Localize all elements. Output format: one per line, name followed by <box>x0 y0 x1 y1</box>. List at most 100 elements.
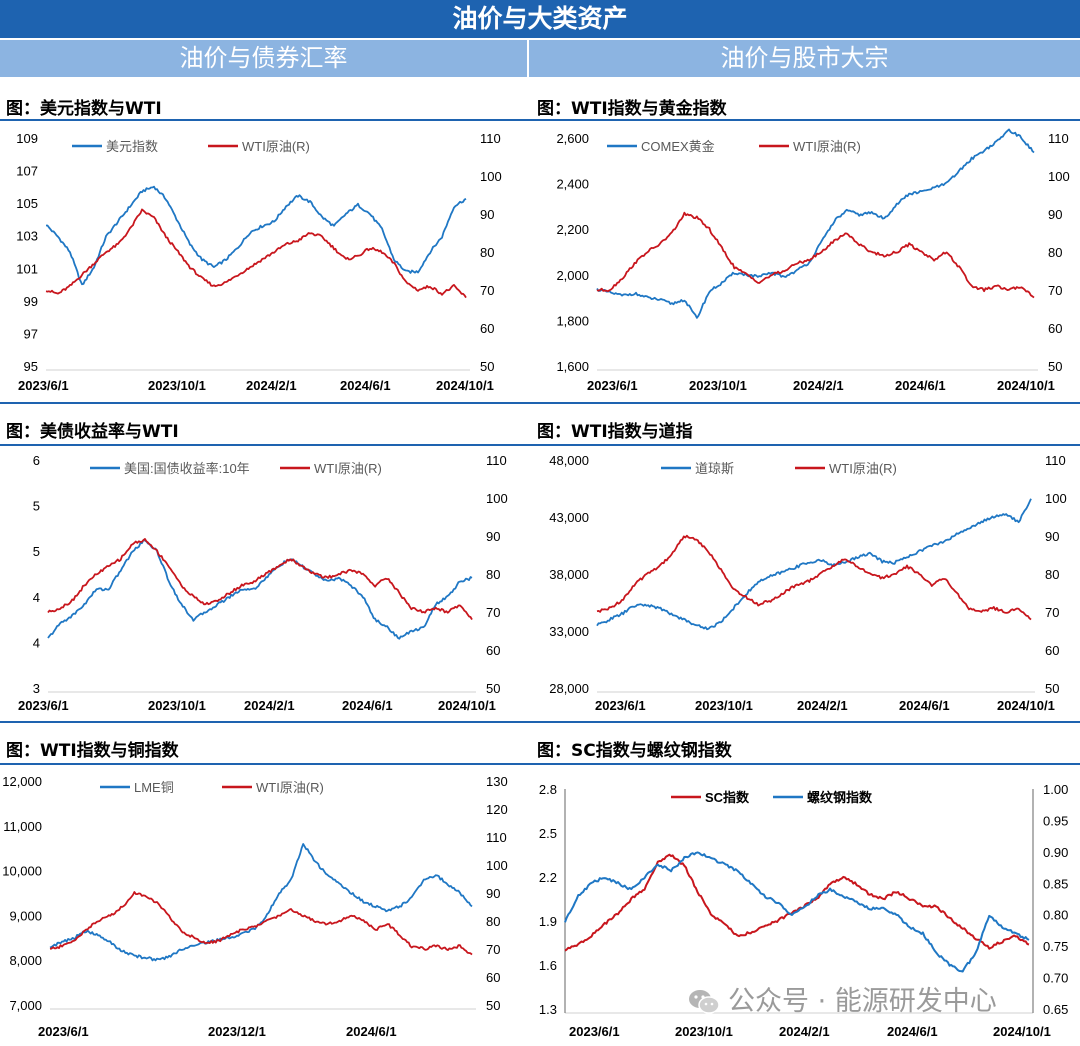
y-left-tick-label: 33,000 <box>549 624 589 639</box>
y-right-tick-label: 0.65 <box>1043 1002 1068 1017</box>
x-tick-label: 2023/6/1 <box>595 698 646 713</box>
y-left-tick-label: 1.6 <box>539 958 557 973</box>
series-line <box>47 538 473 621</box>
y-right-tick-label: 50 <box>486 998 500 1013</box>
y-right-tick-label: 0.85 <box>1043 876 1068 891</box>
chart-wti-copper: 12,000 11,000 10,000 9,000 8,000 7,000 130 120 1… <box>2 774 508 1039</box>
watermark-text: 公众号 · 能源研发中心 <box>728 986 997 1017</box>
y-right-tick-label: 90 <box>1048 207 1062 222</box>
row-separator <box>0 444 1080 446</box>
legend-label: COMEX黄金 <box>641 139 715 154</box>
x-tick-label: 2024/6/1 <box>342 698 393 713</box>
x-tick-label: 2024/6/1 <box>899 698 950 713</box>
y-left-tick-label: 1,800 <box>556 313 589 328</box>
y-left-tick-label: 5 <box>33 499 40 514</box>
y-left-tick-label: 48,000 <box>549 453 589 468</box>
y-left-tick-label: 2,000 <box>556 268 589 283</box>
x-tick-label: 2024/2/1 <box>779 1024 830 1039</box>
series-line <box>46 185 467 286</box>
legend-label: LME铜 <box>134 780 174 795</box>
page-title: 油价与大类资产 <box>0 0 1080 38</box>
y-left-tick-label: 4 <box>33 635 40 650</box>
y-right-tick-label: 0.70 <box>1043 971 1068 986</box>
y-left-tick-label: 2.8 <box>539 782 557 797</box>
y-left-tick-label: 4 <box>33 590 40 605</box>
y-right-tick-label: 100 <box>480 169 502 184</box>
y-right-tick-label: 90 <box>480 207 494 222</box>
y-right-tick-label: 110 <box>480 131 501 146</box>
x-tick-label: 2023/6/1 <box>18 378 69 393</box>
legend-label: 美元指数 <box>106 139 158 154</box>
y-right-tick-label: 100 <box>1045 491 1067 506</box>
legend-label: 螺纹钢指数 <box>807 790 873 805</box>
x-tick-label: 2024/10/1 <box>436 378 494 393</box>
y-right-tick-label: 60 <box>480 321 494 336</box>
chart-wti-gold: 2,600 2,400 2,200 2,000 1,800 1,600 110 100 90 80… <box>556 128 1070 393</box>
chart-sc-rebar: 2.8 2.5 2.2 1.9 1.6 1.3 1.00 0.95 0.90 0.85 0.80 0.… <box>539 782 1068 1039</box>
x-tick-label: 2023/6/1 <box>38 1024 89 1039</box>
x-tick-label: 2024/10/1 <box>438 698 496 713</box>
x-tick-label: 2023/10/1 <box>148 378 206 393</box>
y-left-tick-label: 1,600 <box>556 359 589 374</box>
x-tick-label: 2023/6/1 <box>18 698 69 713</box>
legend-label: WTI原油(R) <box>256 780 324 795</box>
y-left-tick-label: 109 <box>16 131 38 146</box>
y-right-tick-label: 50 <box>480 359 494 374</box>
x-tick-label: 2024/10/1 <box>993 1024 1051 1039</box>
x-tick-label: 2024/2/1 <box>246 378 297 393</box>
series-line <box>596 128 1035 319</box>
panel-title-wti-dow: 图：WTI指数与道指 <box>537 422 693 442</box>
y-right-tick-label: 60 <box>486 970 500 985</box>
y-right-tick-label: 0.90 <box>1043 845 1068 860</box>
y-left-tick-label: 3 <box>33 681 40 696</box>
series-line <box>564 853 1030 952</box>
x-tick-label: 2024/6/1 <box>895 378 946 393</box>
legend-label: 美国:国债收益率:10年 <box>124 461 250 476</box>
y-left-tick-label: 1.9 <box>539 914 557 929</box>
y-left-tick-label: 2.5 <box>539 826 557 841</box>
y-left-tick-label: 28,000 <box>549 681 589 696</box>
row-separator <box>0 721 1080 723</box>
row-separator <box>0 402 1080 404</box>
section-header-left: 油价与债券汇率 <box>0 40 527 77</box>
y-right-tick-label: 80 <box>486 567 500 582</box>
chart-wti-dow: 48,000 43,000 38,000 33,000 28,000 110 100 90 80… <box>549 453 1067 713</box>
series-line <box>47 539 473 640</box>
y-right-tick-label: 70 <box>486 942 500 957</box>
y-left-tick-label: 97 <box>24 326 38 341</box>
x-tick-label: 2023/10/1 <box>695 698 753 713</box>
y-left-tick-label: 11,000 <box>3 819 42 834</box>
watermark: 公众号 · 能源研发中心 <box>688 982 997 1022</box>
y-left-tick-label: 12,000 <box>2 774 42 789</box>
y-right-tick-label: 90 <box>486 529 500 544</box>
y-right-tick-label: 100 <box>1048 169 1070 184</box>
chart-usd-wti: 109 107 105 103 101 99 97 95 110 100 90 80 70 60 50 202… <box>16 131 502 393</box>
y-right-tick-label: 1.00 <box>1043 782 1068 797</box>
legend-label: WTI原油(R) <box>314 461 382 476</box>
x-tick-label: 2024/10/1 <box>997 378 1055 393</box>
y-right-tick-label: 50 <box>1045 681 1059 696</box>
y-right-tick-label: 70 <box>480 283 494 298</box>
y-left-tick-label: 2,200 <box>556 222 589 237</box>
panel-title-usd-wti: 图：美元指数与WTI <box>6 99 162 119</box>
y-right-tick-label: 110 <box>486 453 507 468</box>
y-left-tick-label: 95 <box>24 359 38 374</box>
y-right-tick-label: 90 <box>1045 529 1059 544</box>
panel-title-sc-rebar: 图：SC指数与螺纹钢指数 <box>537 741 732 761</box>
x-tick-label: 2024/2/1 <box>797 698 848 713</box>
x-tick-label: 2023/10/1 <box>675 1024 733 1039</box>
y-right-tick-label: 80 <box>1045 567 1059 582</box>
y-left-tick-label: 5 <box>33 544 40 559</box>
wechat-icon <box>689 990 720 1014</box>
y-right-tick-label: 130 <box>486 774 508 789</box>
y-right-tick-label: 110 <box>486 830 507 845</box>
legend-label: WTI原油(R) <box>793 139 861 154</box>
x-tick-label: 2024/2/1 <box>793 378 844 393</box>
y-right-tick-label: 80 <box>1048 245 1062 260</box>
x-tick-label: 2023/12/1 <box>208 1024 266 1039</box>
y-left-tick-label: 99 <box>24 294 38 309</box>
y-right-tick-label: 50 <box>486 681 500 696</box>
y-left-tick-label: 101 <box>16 261 38 276</box>
y-left-tick-label: 107 <box>16 164 38 179</box>
row-separator <box>0 763 1080 765</box>
